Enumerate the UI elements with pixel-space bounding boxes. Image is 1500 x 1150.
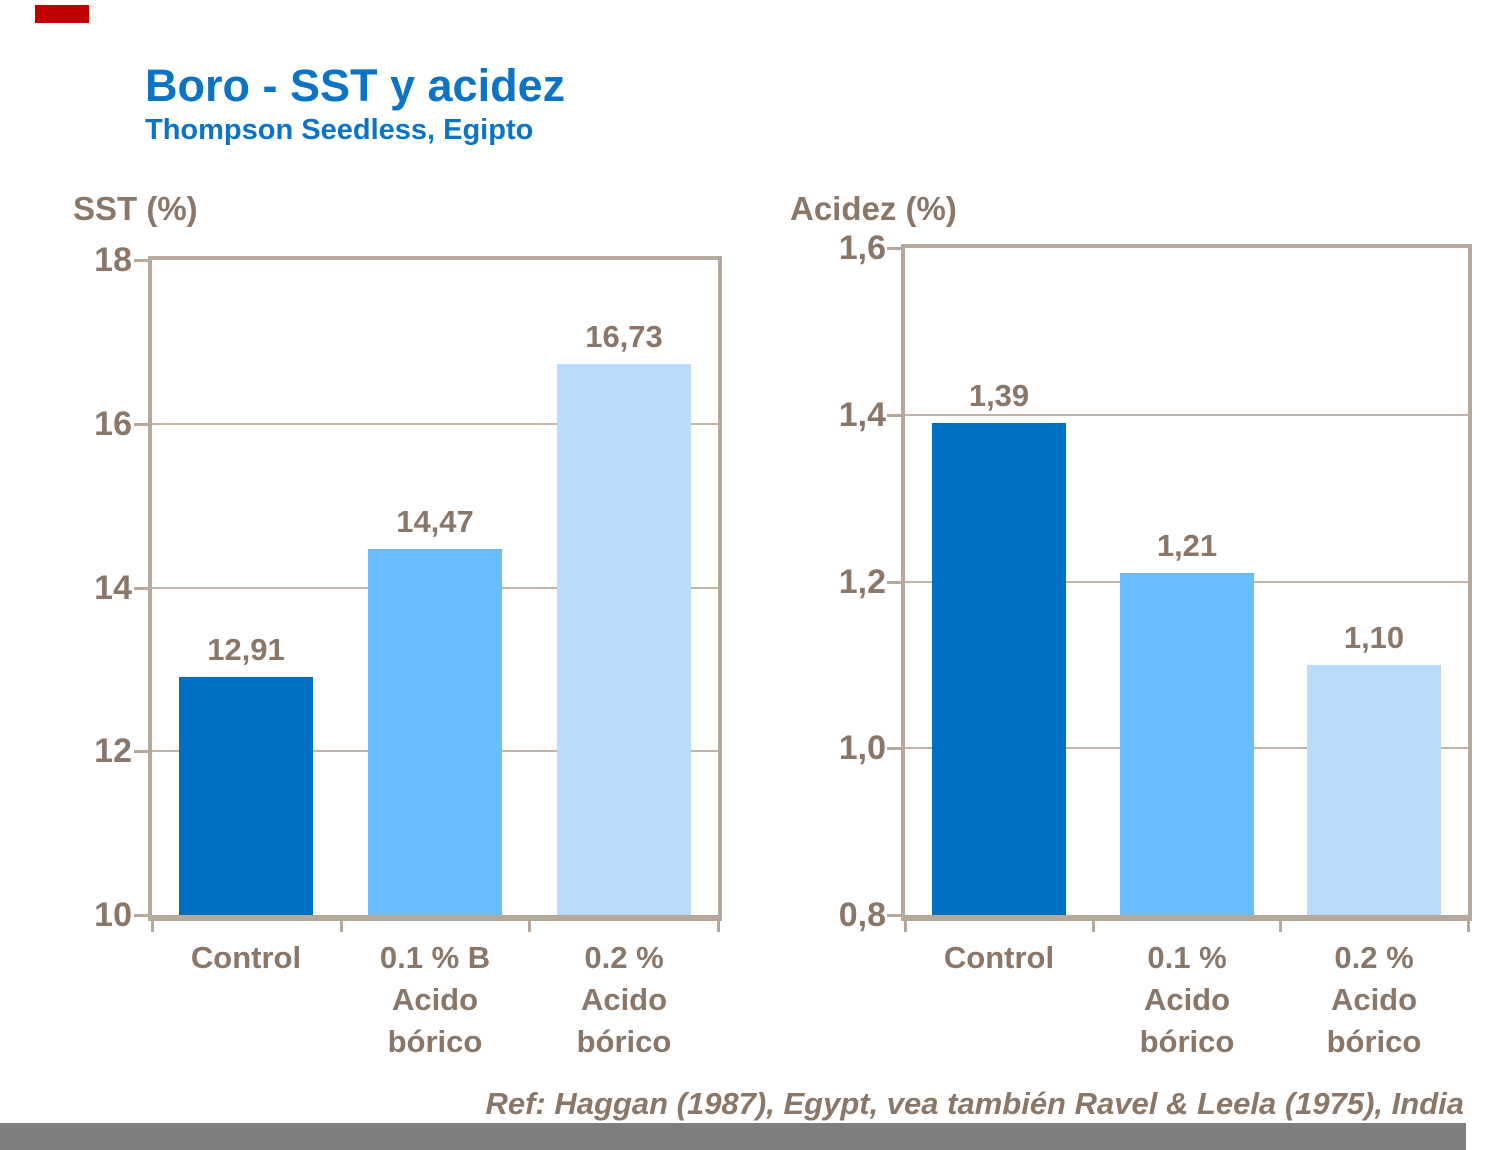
bar-value-label: 14,47 bbox=[396, 504, 474, 539]
bar bbox=[179, 677, 313, 915]
bar bbox=[557, 364, 691, 915]
bar bbox=[1307, 665, 1441, 915]
bar-value-label: 1,10 bbox=[1343, 620, 1405, 655]
x-tick-mark bbox=[717, 921, 720, 932]
category-label: 0.2 % Acido bórico bbox=[1274, 937, 1474, 1063]
y-tick-mark bbox=[887, 914, 905, 917]
y-tick-label: 1,2 bbox=[838, 563, 886, 601]
category-label-line: 0.2 % bbox=[584, 940, 664, 975]
y-tick-mark bbox=[134, 259, 152, 262]
category-label-line: Acido bbox=[580, 982, 668, 1017]
y-tick-label: 18 bbox=[94, 241, 132, 279]
y-tick-label: 10 bbox=[94, 896, 132, 934]
acidez-axis-title: Acidez (%) bbox=[790, 190, 957, 227]
bar-value-label: 1,21 bbox=[1156, 528, 1218, 563]
plot-frame bbox=[148, 256, 722, 921]
bar bbox=[932, 423, 1066, 915]
bar bbox=[368, 549, 502, 915]
category-label-line: 0.1 % bbox=[1147, 940, 1227, 975]
category-label: 0.1 % B Acido bórico bbox=[335, 937, 535, 1063]
y-tick-mark bbox=[134, 750, 152, 753]
y-tick-mark bbox=[887, 414, 905, 417]
slide-subtitle: Thompson Seedless, Egipto bbox=[145, 114, 534, 146]
category-label-line: bórico bbox=[576, 1024, 672, 1059]
category-label-line: Acido bbox=[1330, 982, 1418, 1017]
x-tick-mark bbox=[904, 921, 907, 932]
x-tick-mark bbox=[151, 921, 154, 932]
x-tick-mark bbox=[528, 921, 531, 932]
y-tick-label: 0,8 bbox=[838, 896, 886, 934]
category-label: 0.2 % Acido bórico bbox=[524, 937, 724, 1063]
y-tick-mark bbox=[134, 914, 152, 917]
category-label-line: Acido bbox=[1143, 982, 1231, 1017]
y-tick-label: 1,4 bbox=[838, 396, 886, 434]
category-label: 0.1 % Acido bórico bbox=[1087, 937, 1287, 1063]
red-accent-mark bbox=[35, 5, 89, 23]
x-tick-mark bbox=[1279, 921, 1282, 932]
x-tick-mark bbox=[1467, 921, 1470, 932]
y-tick-mark bbox=[134, 587, 152, 590]
footer-bar bbox=[0, 1123, 1466, 1150]
category-label-line: Control bbox=[190, 940, 302, 975]
category-label-line: bórico bbox=[387, 1024, 483, 1059]
y-tick-mark bbox=[887, 247, 905, 250]
category-label: Control bbox=[146, 937, 346, 979]
y-tick-label: 12 bbox=[94, 732, 132, 770]
bar-value-label: 16,73 bbox=[585, 319, 663, 354]
y-tick-label: 1,0 bbox=[838, 729, 886, 767]
category-label-line: bórico bbox=[1326, 1024, 1422, 1059]
gridline bbox=[905, 413, 1468, 416]
gridline bbox=[152, 422, 718, 425]
slide-title: Boro - SST y acidez bbox=[145, 60, 566, 111]
category-label: Control bbox=[899, 937, 1099, 979]
y-tick-label: 1,6 bbox=[838, 229, 886, 267]
x-tick-mark bbox=[1092, 921, 1095, 932]
category-label-line: 0.1 % B bbox=[379, 940, 491, 975]
bar-value-label: 1,39 bbox=[968, 378, 1030, 413]
x-tick-mark bbox=[340, 921, 343, 932]
bar-value-label: 12,91 bbox=[207, 632, 285, 667]
y-tick-label: 16 bbox=[94, 405, 132, 443]
category-label-line: bórico bbox=[1139, 1024, 1235, 1059]
category-label-line: 0.2 % bbox=[1334, 940, 1414, 975]
category-label-line: Control bbox=[943, 940, 1055, 975]
y-tick-mark bbox=[134, 423, 152, 426]
category-label-line: Acido bbox=[391, 982, 479, 1017]
plot-frame bbox=[901, 244, 1472, 921]
reference-text: Ref: Haggan (1987), Egypt, vea también R… bbox=[485, 1086, 1464, 1121]
y-tick-mark bbox=[887, 581, 905, 584]
bar bbox=[1120, 573, 1254, 915]
sst-axis-title: SST (%) bbox=[73, 190, 198, 227]
y-tick-mark bbox=[887, 747, 905, 750]
y-tick-label: 14 bbox=[94, 569, 132, 607]
